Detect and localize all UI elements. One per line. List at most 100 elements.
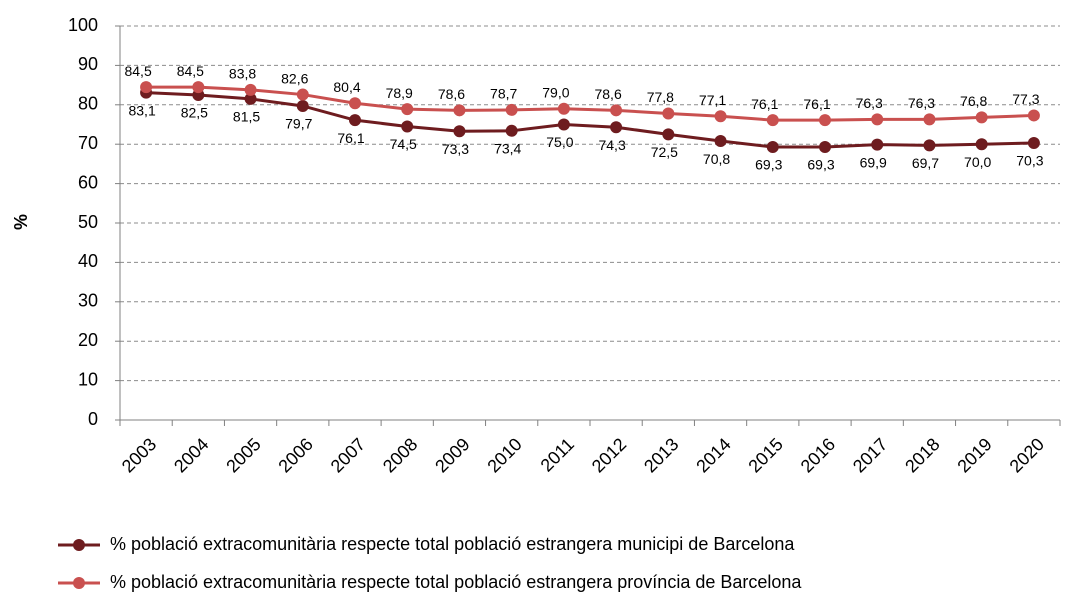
data-label: 77,8 — [647, 89, 674, 105]
x-tick-label: 2014 — [692, 434, 734, 476]
data-point — [557, 118, 570, 131]
data-point — [975, 111, 988, 124]
data-label: 82,5 — [181, 105, 208, 121]
data-label: 69,3 — [807, 157, 834, 173]
data-point — [557, 102, 570, 115]
x-tick-label: 2005 — [222, 434, 264, 476]
x-tick-label: 2019 — [953, 434, 995, 476]
y-tick-label: 10 — [78, 369, 98, 389]
data-point — [819, 140, 831, 153]
data-label: 70,0 — [964, 154, 991, 170]
data-point — [714, 110, 727, 123]
y-tick-label: 80 — [78, 94, 98, 114]
data-label: 78,7 — [490, 86, 517, 102]
data-label: 70,8 — [703, 151, 730, 167]
y-axis-label: % — [11, 214, 31, 230]
y-tick-label: 20 — [78, 330, 98, 350]
data-label: 83,8 — [229, 66, 256, 82]
x-tick-label: 2016 — [797, 434, 839, 476]
x-tick-label: 2011 — [537, 434, 579, 476]
x-tick-label: 2008 — [379, 434, 421, 476]
data-label: 79,0 — [542, 84, 569, 100]
data-point — [505, 103, 518, 116]
data-point — [714, 135, 727, 148]
data-label: 80,4 — [333, 79, 360, 95]
data-point — [871, 113, 884, 126]
data-point — [766, 140, 779, 153]
data-label: 79,7 — [285, 116, 312, 132]
data-label: 69,7 — [912, 155, 939, 171]
data-label: 72,5 — [651, 144, 678, 160]
legend-label: % població extracomunitària respecte tot… — [110, 572, 802, 592]
x-tick-label: 2018 — [901, 434, 943, 476]
x-tick-label: 2012 — [588, 434, 630, 476]
data-point — [349, 97, 361, 110]
y-tick-label: 60 — [78, 172, 98, 192]
data-label: 83,1 — [128, 102, 155, 118]
data-point — [662, 128, 675, 141]
data-label: 77,1 — [699, 92, 726, 108]
data-label: 76,3 — [856, 95, 883, 111]
data-label: 81,5 — [233, 109, 260, 125]
x-tick-label: 2020 — [1006, 434, 1048, 476]
data-point — [244, 92, 257, 105]
data-point — [349, 114, 361, 127]
data-point — [192, 81, 205, 94]
data-point — [296, 99, 309, 112]
x-tick-label: 2006 — [275, 434, 317, 476]
series-line — [146, 85, 1034, 122]
series-line — [146, 91, 1034, 149]
data-label: 69,9 — [860, 154, 887, 170]
data-label: 73,3 — [442, 141, 469, 157]
data-point — [871, 138, 884, 151]
data-point — [1027, 137, 1040, 150]
data-label: 78,6 — [594, 86, 621, 102]
data-point — [610, 121, 623, 134]
data-point — [401, 103, 414, 116]
y-tick-label: 30 — [78, 291, 98, 311]
data-point — [453, 125, 466, 138]
data-label: 74,5 — [390, 136, 417, 152]
data-label: 78,6 — [438, 86, 465, 102]
data-point — [244, 83, 257, 96]
data-label: 73,4 — [494, 141, 521, 157]
x-tick-label: 2013 — [640, 434, 682, 476]
data-label: 76,1 — [337, 130, 364, 146]
x-tick-label: 2015 — [745, 434, 787, 476]
x-tick-label: 2004 — [170, 434, 212, 476]
legend-marker — [73, 577, 85, 589]
data-point — [505, 124, 518, 137]
x-tick-label: 2017 — [849, 434, 891, 476]
data-point — [819, 114, 831, 127]
data-label: 76,1 — [751, 96, 778, 112]
data-point — [975, 138, 988, 151]
x-tick-label: 2009 — [431, 434, 473, 476]
legend-marker — [73, 539, 85, 551]
y-tick-label: 50 — [78, 212, 98, 232]
data-point — [662, 107, 675, 120]
data-point — [1027, 109, 1040, 122]
legend-label: % població extracomunitària respecte tot… — [110, 534, 795, 554]
x-tick-label: 2010 — [483, 434, 525, 476]
data-point — [923, 139, 936, 152]
data-label: 69,3 — [755, 157, 782, 173]
data-label: 82,6 — [281, 70, 308, 86]
data-label: 78,9 — [386, 85, 413, 101]
data-label: 76,3 — [908, 95, 935, 111]
x-tick-label: 2007 — [327, 434, 369, 476]
data-label: 75,0 — [546, 134, 573, 150]
y-tick-label: 90 — [78, 54, 98, 74]
data-label: 74,3 — [598, 137, 625, 153]
y-tick-label: 0 — [88, 409, 98, 429]
data-point — [610, 104, 623, 117]
y-tick-label: 100 — [68, 15, 98, 35]
data-label: 84,5 — [177, 63, 204, 79]
data-label: 77,3 — [1012, 91, 1039, 107]
data-point — [923, 113, 936, 126]
data-point — [296, 88, 309, 101]
data-point — [140, 81, 153, 94]
data-label: 76,1 — [803, 96, 830, 112]
data-point — [453, 104, 466, 117]
data-point — [401, 120, 414, 133]
